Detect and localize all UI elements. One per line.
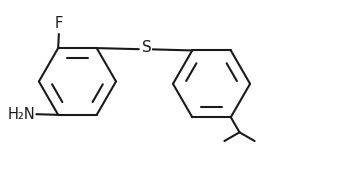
Text: H₂N: H₂N (7, 107, 35, 122)
Text: F: F (55, 16, 63, 31)
Text: S: S (142, 40, 152, 55)
